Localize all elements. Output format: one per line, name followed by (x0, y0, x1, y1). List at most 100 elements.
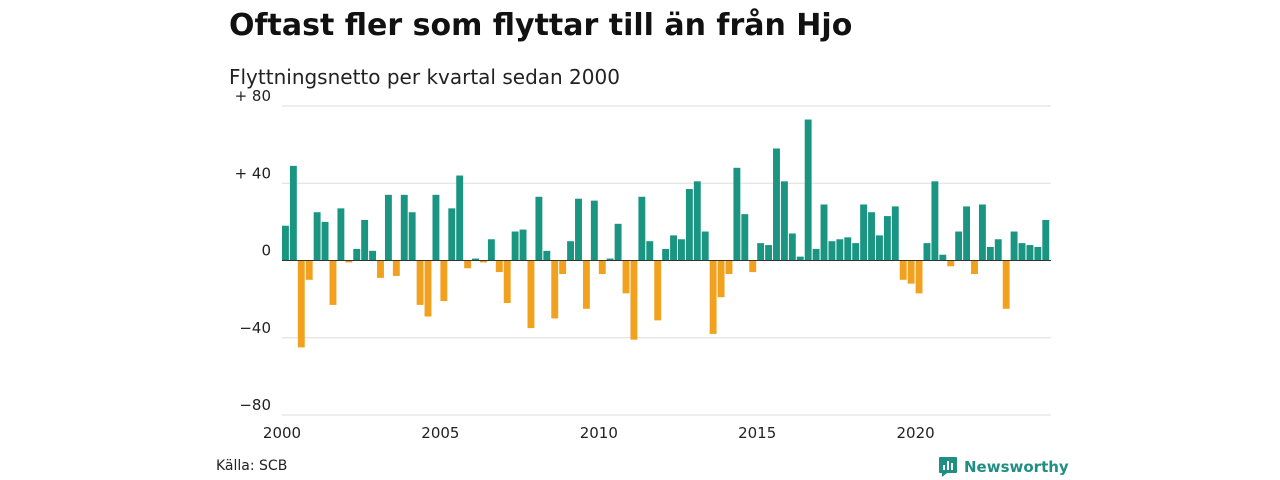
bar (876, 235, 883, 261)
bar (717, 260, 725, 298)
bar (788, 233, 796, 261)
x-tick-label: 2010 (580, 424, 618, 442)
bar (804, 119, 812, 261)
bar (424, 260, 432, 317)
bar (329, 260, 337, 305)
bar (440, 260, 448, 302)
bar (622, 260, 630, 294)
bar (820, 204, 828, 261)
bar (337, 208, 345, 261)
newsworthy-logo-icon (939, 457, 957, 477)
bar (1010, 231, 1018, 261)
bar (899, 260, 907, 280)
y-tick-label: −80 (239, 396, 271, 414)
bar (963, 206, 971, 261)
bar (765, 245, 773, 261)
bar (749, 260, 757, 273)
bar (685, 189, 693, 261)
bar (852, 243, 860, 261)
bar (701, 231, 709, 261)
bar (978, 204, 986, 261)
bar (543, 250, 551, 261)
bar (915, 260, 923, 294)
bar (297, 260, 305, 348)
bar (939, 254, 947, 261)
bar (670, 235, 677, 261)
bar (630, 260, 638, 340)
bar (519, 229, 527, 261)
bar (741, 214, 749, 261)
bar (812, 248, 820, 261)
bar (361, 219, 369, 261)
bar (377, 260, 384, 278)
bar (907, 260, 915, 284)
bar (400, 194, 408, 261)
x-tick-label: 2015 (738, 424, 776, 442)
bar (860, 204, 868, 261)
bar (369, 250, 377, 261)
bar (511, 231, 519, 261)
bar (947, 260, 955, 267)
bar (868, 212, 875, 261)
axes: + 80 + 40 0 −40 −80 2000 2005 2010 2015 2020 (235, 87, 1051, 442)
bar (614, 223, 622, 261)
bar (527, 260, 535, 329)
chart-subtitle: Flyttningsnetto per kvartal sedan 2000 (229, 65, 620, 89)
y-tick-label: 0 (261, 242, 271, 260)
bar (559, 260, 567, 275)
bar (844, 237, 852, 261)
bar (733, 167, 741, 261)
bar (575, 198, 582, 261)
bar (495, 260, 503, 273)
bar (551, 260, 559, 319)
bar (472, 258, 479, 261)
x-tick-label: 2020 (897, 424, 935, 442)
bar (432, 194, 440, 261)
bar (408, 212, 416, 261)
bars (282, 119, 1050, 348)
bar (1018, 243, 1026, 261)
bar (503, 260, 511, 303)
y-tick-label: + 80 (235, 87, 271, 105)
bar (923, 243, 931, 261)
bar (693, 181, 701, 261)
bar (883, 216, 891, 261)
bar (456, 175, 464, 261)
bar (955, 231, 963, 261)
bar (567, 241, 575, 261)
bar (582, 260, 590, 309)
bar (836, 239, 844, 261)
bar (780, 181, 788, 261)
bar (305, 260, 313, 280)
gridlines (282, 105, 1051, 416)
bar (1042, 219, 1050, 261)
y-tick-label: −40 (239, 319, 271, 337)
y-tick-label: + 40 (235, 164, 271, 182)
bar (796, 256, 804, 261)
bar (598, 260, 606, 275)
bar (313, 212, 321, 261)
bar (384, 194, 392, 261)
bar (662, 248, 670, 261)
x-tick-label: 2005 (421, 424, 459, 442)
bar (535, 196, 543, 261)
bar (321, 221, 329, 261)
bar (480, 260, 487, 263)
bar (289, 165, 297, 261)
bar (773, 148, 780, 261)
bar (709, 260, 717, 334)
source-note: Källa: SCB (216, 458, 288, 474)
bar (678, 239, 685, 261)
bar (590, 200, 598, 261)
bar (1026, 245, 1034, 261)
brand-name: Newsworthy (964, 458, 1069, 476)
bar (392, 260, 400, 276)
bar (994, 239, 1002, 261)
bar (282, 225, 289, 261)
x-tick-label: 2000 (263, 424, 301, 442)
bar (828, 241, 836, 261)
bar (891, 206, 899, 261)
brand-logo: Newsworthy (938, 456, 1069, 478)
bar (757, 243, 765, 261)
